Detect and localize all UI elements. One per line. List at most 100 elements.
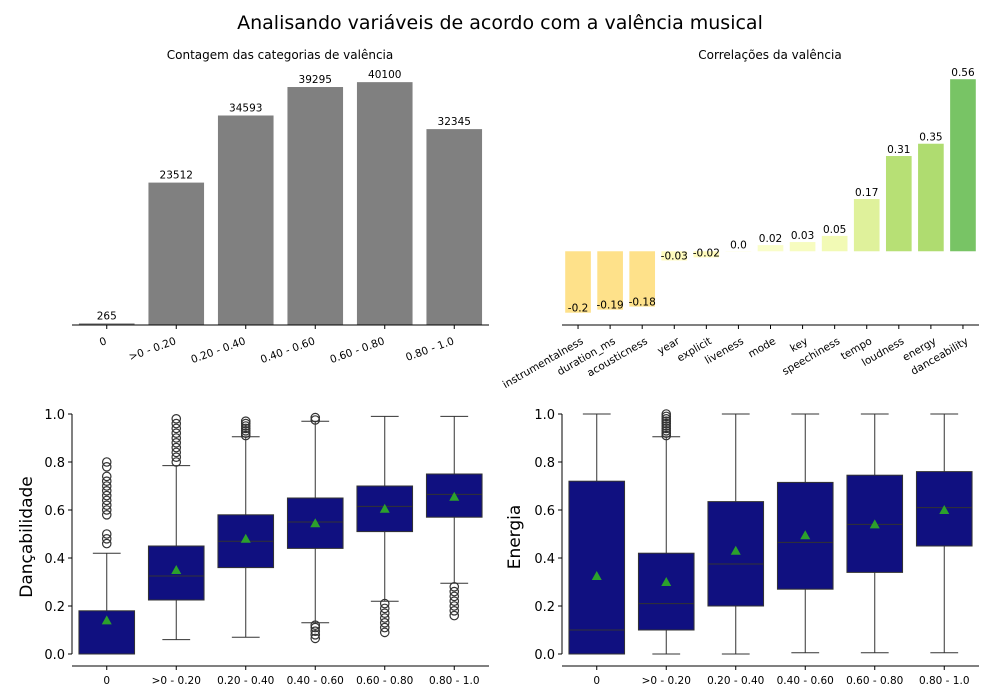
y-tick-label: 0.2: [534, 600, 555, 615]
box-iqr: [568, 480, 626, 655]
y-tick-label: 0.2: [44, 600, 65, 615]
danceability-box-plot: Dançabilidade 0.0 0.2 0.4 0.6 0.8 1.0 0 >0 - 0.…: [17, 408, 489, 687]
outlier-point: [101, 533, 112, 544]
correlation-bar: [597, 251, 623, 310]
correlation-bar: [950, 79, 976, 252]
outlier-point: [171, 428, 182, 438]
x-tick-label: 0.60 - 0.80: [328, 335, 386, 366]
outlier-point: [310, 626, 321, 636]
outlier-point: [449, 586, 460, 597]
correlation-bar-value-label: -0.19: [597, 300, 624, 312]
outlier-point: [449, 610, 460, 621]
correlation-bar-value-label: 0.17: [855, 187, 878, 199]
mean-marker: [800, 530, 811, 540]
outlier-point: [379, 617, 390, 628]
x-tick-label: 0.40 - 0.60: [287, 675, 344, 687]
x-tick-label: 0.60 - 0.80: [846, 675, 903, 687]
outlier-point: [661, 416, 672, 426]
correlation-bar-value-label: 0.56: [951, 67, 975, 79]
outlier-point: [101, 481, 112, 491]
outlier-point: [171, 457, 182, 467]
valence-correlation-chart-title: Correlações da valência: [698, 48, 841, 62]
outlier-point: [310, 620, 321, 630]
outlier-point: [449, 601, 460, 611]
outlier-point: [240, 423, 251, 434]
outlier-point: [101, 500, 112, 510]
outlier-point: [379, 627, 390, 638]
mean-marker: [171, 565, 182, 574]
x-tick-label: 0.20 - 0.40: [707, 675, 764, 687]
correlation-bar: [789, 242, 816, 252]
count-bar-value-label: 23512: [160, 170, 193, 182]
correlation-bar-value-label: 0.03: [791, 230, 814, 242]
y-tick-label: 0.4: [534, 552, 555, 567]
outlier-point: [240, 428, 251, 438]
correlation-bar: [853, 199, 880, 252]
outlier-point: [661, 418, 672, 429]
outlier-point: [171, 418, 182, 429]
outlier-point: [240, 416, 251, 426]
x-tick-label: 0.80 - 1.0: [919, 675, 970, 687]
correlation-bar: [885, 156, 912, 252]
outlier-point: [661, 421, 672, 431]
count-bar: [287, 87, 344, 326]
mean-marker: [939, 505, 950, 514]
mean-marker: [869, 519, 880, 529]
y-tick-label: 1.0: [534, 408, 555, 423]
x-tick-label: 0: [593, 675, 600, 687]
mean-marker: [379, 503, 390, 513]
outlier-point: [101, 461, 112, 472]
correlation-bar-value-label: 0.02: [759, 233, 782, 245]
correlation-bar: [725, 251, 752, 252]
count-bar-value-label: 39295: [299, 74, 332, 86]
outlier-point: [661, 428, 672, 438]
outlier-point: [101, 485, 112, 496]
correlation-bar-value-label: 0.31: [887, 144, 910, 156]
outlier-point: [661, 413, 672, 424]
correlation-bar: [821, 235, 848, 252]
correlation-bar: [661, 251, 688, 261]
correlation-bar-value-label: -0.02: [693, 247, 720, 259]
count-bar-value-label: 265: [97, 310, 117, 322]
count-bar: [426, 129, 483, 325]
mean-marker: [730, 545, 741, 555]
energy-box-plot: Energia 0.0 0.2 0.4 0.6 0.8 1.0 0 >0 - 0.20 0.20…: [505, 408, 979, 687]
x-tick-label: 0.60 - 0.80: [356, 675, 413, 687]
danceability-y-axis-label: Dançabilidade: [17, 476, 37, 597]
y-tick-label: 0.4: [44, 552, 65, 567]
x-tick-label: 0: [103, 675, 110, 687]
y-tick-label: 0.8: [534, 456, 555, 471]
outlier-point: [661, 409, 672, 419]
outlier-point: [171, 447, 182, 458]
outlier-point: [101, 457, 112, 467]
count-bar: [217, 115, 274, 325]
energy-y-axis-label: Energia: [505, 505, 525, 570]
outlier-point: [240, 425, 251, 436]
correlation-bar: [918, 143, 944, 252]
outlier-point: [171, 437, 182, 448]
outlier-point: [379, 603, 390, 614]
correlation-bar-value-label: 0.0: [730, 239, 747, 251]
figure-suptitle: Analisando variáveis de acordo com a val…: [237, 12, 763, 34]
outlier-point: [661, 430, 672, 441]
mean-marker: [310, 518, 321, 528]
outlier-point: [379, 598, 390, 609]
correlation-bar-value-label: 0.05: [823, 224, 846, 236]
y-tick-label: 0.8: [44, 456, 65, 471]
count-bar-value-label: 34593: [229, 102, 262, 114]
outlier-point: [240, 430, 251, 441]
outlier-point: [101, 509, 112, 520]
outlier-point: [171, 413, 182, 424]
outlier-point: [661, 423, 672, 434]
x-tick-label: 0.20 - 0.40: [189, 335, 247, 366]
count-bar-value-label: 32345: [438, 116, 471, 128]
count-bar: [356, 82, 413, 326]
outlier-point: [101, 476, 112, 486]
y-tick-label: 0.0: [534, 648, 555, 663]
y-tick-label: 0.0: [44, 648, 65, 663]
outlier-point: [171, 452, 182, 462]
valence-count-bar-chart: Contagem das categorias de valência 265 0…: [72, 48, 489, 366]
outlier-point: [310, 622, 321, 633]
mean-marker: [101, 615, 112, 625]
outlier-point: [171, 423, 182, 434]
